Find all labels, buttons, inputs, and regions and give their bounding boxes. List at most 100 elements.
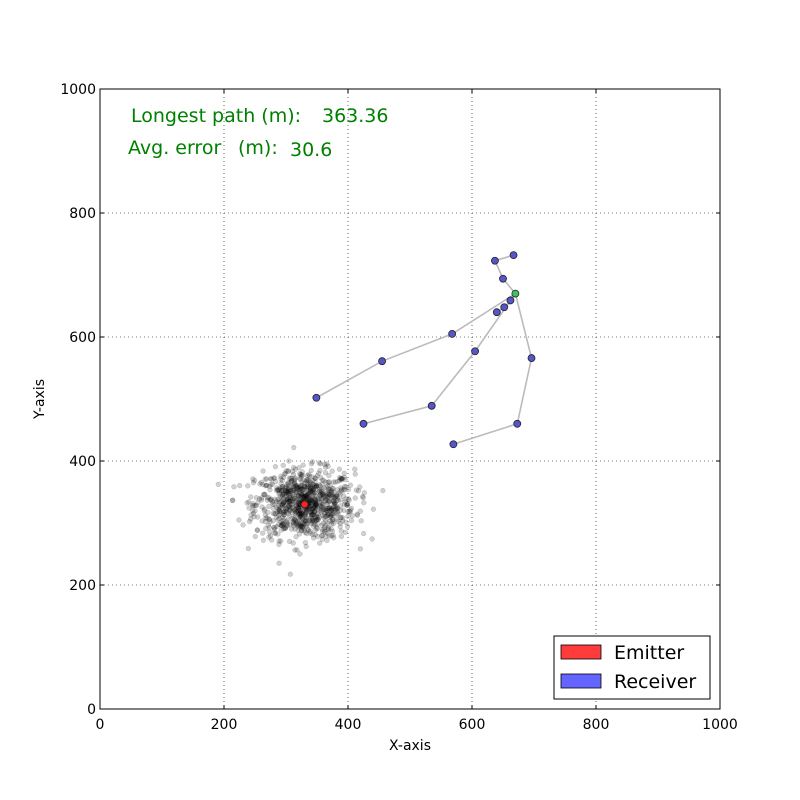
cloud-point — [277, 494, 283, 500]
cloud-point — [288, 526, 295, 532]
cloud-point — [290, 483, 296, 489]
cloud-point — [287, 505, 293, 511]
cloud-point — [291, 517, 297, 523]
cloud-point — [343, 519, 349, 525]
cloud-point — [266, 516, 272, 522]
cloud-point — [268, 481, 274, 488]
cloud-point — [303, 495, 309, 501]
cloud-point — [324, 513, 330, 519]
cloud-point — [298, 471, 304, 477]
cloud-point — [298, 507, 304, 513]
legend-swatch-receiver — [560, 673, 602, 689]
cloud-point — [357, 546, 363, 552]
cloud-point — [327, 507, 333, 514]
cloud-point — [319, 504, 326, 510]
receiver-point — [506, 296, 515, 305]
cloud-point — [313, 517, 319, 523]
cloud-point — [278, 527, 284, 533]
cloud-point — [284, 517, 291, 523]
cloud-point — [276, 521, 282, 528]
cloud-point — [259, 504, 265, 510]
cloud-point — [250, 507, 256, 514]
cloud-point — [319, 532, 325, 539]
cloud-point — [245, 483, 251, 489]
cloud-point — [290, 540, 296, 546]
cloud-point — [309, 518, 315, 525]
x-tick-label: 200 — [211, 717, 238, 733]
cloud-point — [321, 485, 327, 491]
cloud-point — [331, 503, 337, 509]
cloud-point — [246, 499, 252, 505]
cloud-point — [345, 486, 352, 493]
cloud-point — [286, 538, 293, 545]
cloud-point — [299, 482, 305, 489]
cloud-point — [360, 495, 366, 501]
cloud-point — [320, 493, 327, 499]
cloud-point — [278, 487, 285, 494]
legend-swatch-emitter — [560, 644, 602, 660]
legend-label-emitter: Emitter — [614, 642, 684, 664]
cloud-point — [286, 508, 293, 514]
cloud-point — [262, 483, 269, 489]
cloud-point — [276, 538, 282, 544]
cloud-point — [298, 513, 304, 519]
cloud-point — [301, 477, 307, 484]
cloud-point — [291, 477, 298, 483]
cloud-point — [291, 493, 297, 500]
cloud-point — [289, 498, 295, 504]
cloud-point — [338, 475, 344, 482]
cloud-point — [283, 519, 290, 525]
cloud-point — [295, 511, 302, 517]
cloud-point — [344, 502, 351, 508]
cloud-point — [299, 511, 305, 517]
cloud-point — [306, 473, 312, 479]
cloud-point — [338, 528, 344, 534]
cloud-point — [294, 495, 300, 501]
cloud-point — [314, 511, 320, 517]
cloud-point — [295, 487, 301, 494]
cloud-point — [360, 493, 366, 500]
cloud-point — [272, 475, 278, 481]
cloud-point — [323, 479, 329, 485]
cloud-point — [317, 490, 323, 496]
cloud-point — [280, 493, 286, 500]
cloud-point — [317, 502, 323, 509]
cloud-point — [286, 468, 292, 474]
cloud-point — [325, 491, 331, 498]
cloud-point — [289, 496, 295, 502]
cloud-point — [295, 520, 301, 526]
cloud-point — [274, 523, 280, 530]
cloud-point — [299, 524, 306, 531]
cloud-point — [277, 485, 283, 491]
cloud-point — [265, 522, 271, 528]
cloud-point — [312, 513, 318, 519]
cloud-point — [296, 531, 303, 537]
cloud-point — [286, 475, 292, 481]
cloud-point — [283, 490, 289, 496]
cloud-point — [303, 521, 309, 527]
cloud-point — [263, 515, 269, 521]
cloud-point — [303, 485, 310, 492]
cloud-point — [341, 470, 347, 476]
cloud-point — [293, 503, 300, 509]
cloud-point — [318, 492, 325, 498]
cloud-point — [348, 517, 355, 523]
cloud-point — [306, 477, 312, 484]
cloud-point — [308, 501, 314, 507]
cloud-point — [361, 500, 367, 506]
cloud-point — [287, 496, 294, 502]
cloud-point — [276, 541, 282, 548]
cloud-point — [246, 505, 252, 511]
cloud-point — [319, 536, 325, 543]
cloud-point — [320, 520, 326, 526]
receiver-point — [448, 329, 457, 338]
x-tick-label: 1000 — [702, 717, 738, 733]
cloud-point — [297, 511, 303, 517]
receiver-point — [471, 347, 480, 356]
cloud-point — [288, 479, 294, 485]
cloud-point — [323, 513, 329, 520]
cloud-point — [324, 520, 331, 526]
cloud-point — [304, 488, 311, 494]
cloud-point — [309, 531, 316, 538]
cloud-point — [215, 481, 221, 487]
